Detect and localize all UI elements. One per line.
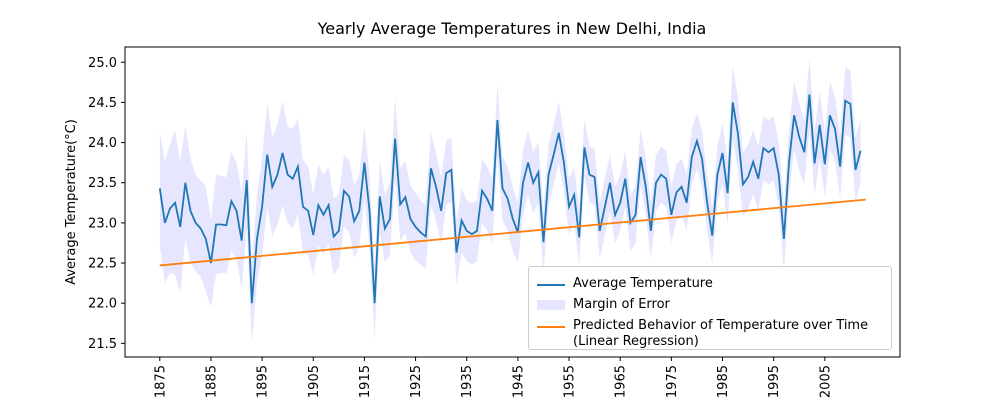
y-axis-label: Average Temperature(°C) [64, 119, 79, 285]
legend-label: Average Temperature [573, 276, 713, 291]
y-tick-label: 22.5 [88, 257, 117, 272]
regression-line [159, 198, 866, 267]
x-tick-label: 1955 [563, 365, 578, 398]
y-tick-label: 23.5 [88, 176, 117, 191]
legend-key [537, 300, 565, 310]
plot-frame [124, 46, 901, 358]
error-band [159, 58, 861, 344]
x-tick-label: 1925 [409, 365, 424, 398]
legend: Average Temperature Margin of Error Predic… [528, 266, 892, 350]
chart-title: Yearly Average Temperatures in New Delhi… [317, 19, 707, 38]
x-tick-label: 1985 [716, 365, 731, 398]
legend-label: Predicted Behavior of Temperature over T… [573, 318, 869, 349]
y-tick-label: 23.0 [88, 216, 117, 231]
y-tick-label: 22.0 [88, 297, 117, 312]
y-tick-label: 24.0 [88, 136, 117, 151]
x-tick-label: 1885 [204, 365, 219, 398]
x-tick-label: 1875 [153, 365, 168, 398]
y-tick-label: 21.5 [88, 337, 117, 352]
x-tick-label: 1905 [307, 365, 322, 398]
x-tick-label: 1895 [256, 365, 271, 398]
x-tick-label: 1975 [665, 365, 680, 398]
legend-key [537, 326, 565, 328]
y-tick-label: 25.0 [88, 56, 117, 71]
x-tick-label: 1995 [767, 365, 782, 398]
x-tick-label: 1935 [460, 365, 475, 398]
x-tick-label: 1965 [614, 365, 629, 398]
legend-key [537, 284, 565, 286]
x-tick-label: 1915 [358, 365, 373, 398]
temperature-line [158, 94, 862, 304]
y-tick-label: 24.5 [88, 96, 117, 111]
x-tick-label: 2005 [818, 365, 833, 398]
x-tick-label: 1945 [511, 365, 526, 398]
legend-label: Margin of Error [573, 297, 670, 312]
